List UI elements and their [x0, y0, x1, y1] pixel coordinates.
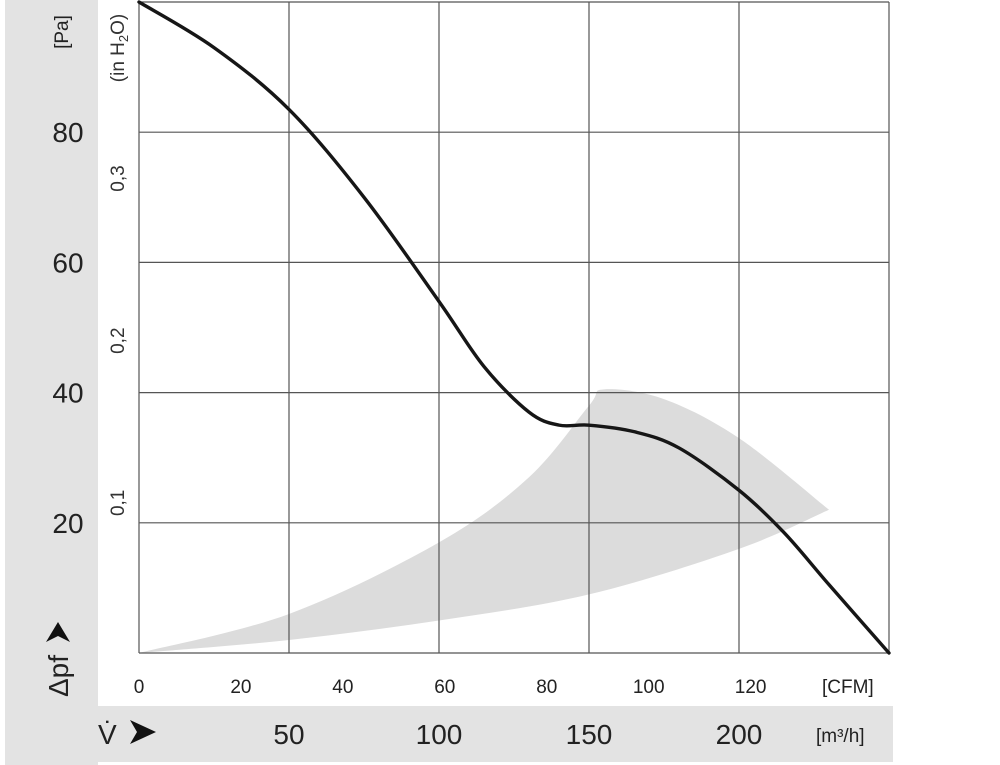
inh2o-unit-label: (in H2O)	[108, 14, 131, 82]
cfm-tick-label: 40	[332, 677, 353, 698]
m3h-unit-label: [m³/h]	[816, 726, 865, 747]
flow-arrow-icon	[130, 720, 156, 744]
cfm-tick-label: 80	[536, 677, 557, 698]
cfm-tick-label: 100	[633, 677, 665, 698]
cfm-tick-label: 20	[230, 677, 251, 698]
cfm-tick-label: 60	[434, 677, 455, 698]
pressure-curve-line	[137, 0, 891, 655]
operating-zone-area	[139, 389, 829, 653]
bottom-label-band	[5, 706, 893, 762]
pa-tick-label: 80	[52, 117, 83, 148]
m3h-tick-label: 50	[273, 719, 304, 750]
m3h-tick-label: 200	[716, 719, 763, 750]
m3h-tick-label: 100	[416, 719, 463, 750]
m3h-tick-label: 150	[566, 719, 613, 750]
flow-symbol-label: V̇	[98, 719, 117, 750]
pa-tick-label: 60	[52, 247, 83, 278]
pressure-arrow-icon	[46, 622, 70, 642]
cfm-tick-label: 120	[735, 677, 767, 698]
pressure-symbol-label: Δpf	[43, 655, 74, 697]
inh2o-tick-label: 0,2	[108, 327, 129, 353]
pa-tick-label: 20	[52, 508, 83, 539]
cfm-tick-label: 0	[134, 677, 145, 698]
pa-unit-label: [Pa]	[52, 15, 73, 49]
cfm-unit-label: [CFM]	[822, 677, 874, 698]
inh2o-tick-label: 0,3	[108, 165, 129, 191]
inh2o-tick-label: 0,1	[108, 490, 129, 516]
pa-tick-label: 40	[52, 378, 83, 409]
